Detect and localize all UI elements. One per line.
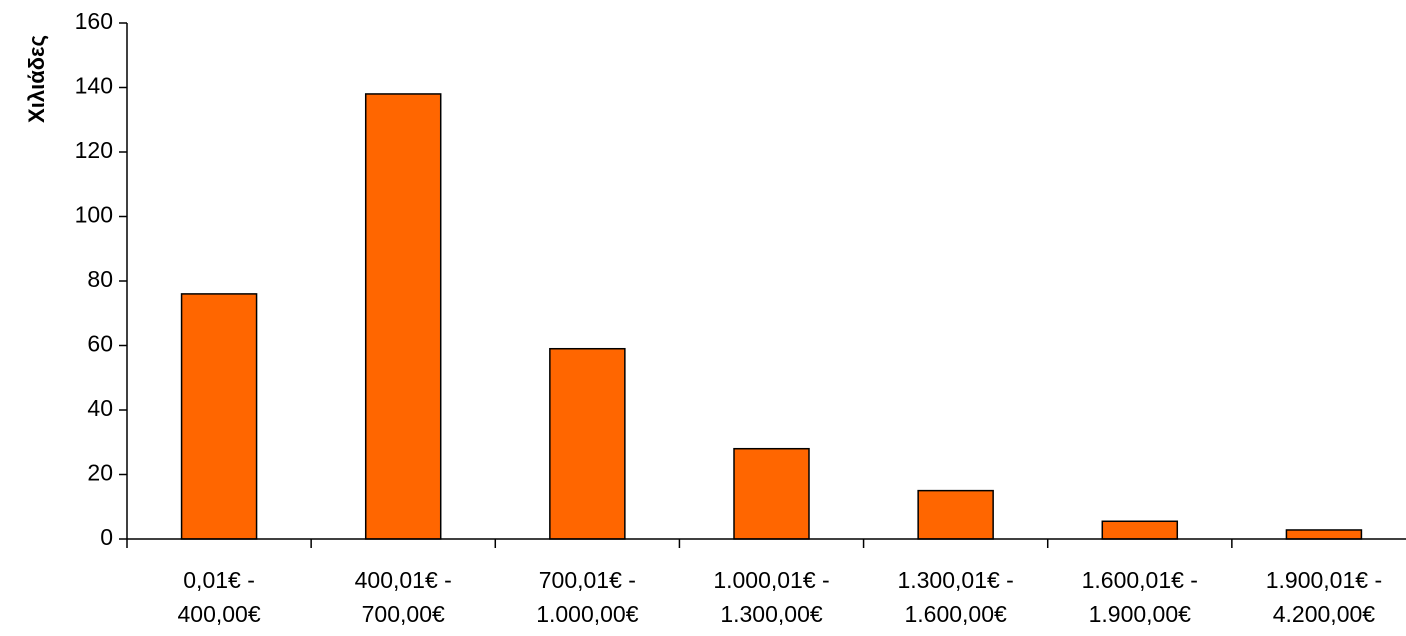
y-axis-label: Χιλιάδες [24, 35, 49, 123]
y-tick-label: 160 [75, 8, 113, 34]
bar [917, 489, 994, 540]
y-tick-label: 80 [87, 266, 113, 292]
y-tick-label: 20 [87, 460, 113, 486]
x-tick-label-line: 1.000,01€ - [713, 567, 829, 593]
bar [733, 447, 810, 540]
x-tick-label-line: 0,01€ - [183, 567, 255, 593]
bar [1285, 529, 1363, 540]
x-tick-label: 400,01€ - 700,00€ [355, 567, 452, 627]
x-ticks-group: 0,01€ - 400,00€ 400,01€ - 700,00€ 700,01€ - 1… [126, 539, 1382, 627]
x-tick-label-line: 700,00€ [362, 601, 445, 627]
x-tick-label: 1.900,01€ - 4.200,00€ [1266, 567, 1382, 627]
x-tick-label-line: 1.300,00€ [720, 601, 823, 627]
y-ticks-group: 0 20 40 60 80 100 120 140 160 [75, 8, 127, 550]
y-tick-label: 40 [87, 395, 113, 421]
x-tick-label-line: 1.000,00€ [536, 601, 639, 627]
x-tick-label: 1.600,01€ - 1.900,00€ [1082, 567, 1198, 627]
bar [549, 347, 626, 540]
y-tick-label: 120 [75, 137, 113, 163]
x-tick-label: 700,01€ - 1.000,00€ [536, 567, 639, 627]
bar [1101, 520, 1179, 540]
x-tick-label-line: 400,00€ [178, 601, 261, 627]
x-tick-label-line: 4.200,00€ [1273, 601, 1376, 627]
x-tick-label-line: 1.900,00€ [1089, 601, 1192, 627]
x-tick-label-line: 1.900,01€ - [1266, 567, 1382, 593]
x-tick-label-line: 700,01€ - [539, 567, 636, 593]
bars-group [180, 93, 1363, 540]
y-tick-label: 0 [100, 524, 113, 550]
y-tick-label: 140 [75, 73, 113, 99]
bar [364, 93, 442, 540]
x-tick-label: 0,01€ - 400,00€ [178, 567, 261, 627]
x-tick-label-line: 1.300,01€ - [897, 567, 1013, 593]
y-tick-label: 100 [75, 202, 113, 228]
x-tick-label-line: 1.600,01€ - [1082, 567, 1198, 593]
bar [180, 293, 258, 540]
x-tick-label: 1.300,01€ - 1.600,00€ [897, 567, 1013, 627]
x-tick-label: 1.000,01€ - 1.300,00€ [713, 567, 829, 627]
y-tick-label: 60 [87, 331, 113, 357]
x-tick-label-line: 1.600,00€ [904, 601, 1007, 627]
x-tick-label-line: 400,01€ - [355, 567, 452, 593]
